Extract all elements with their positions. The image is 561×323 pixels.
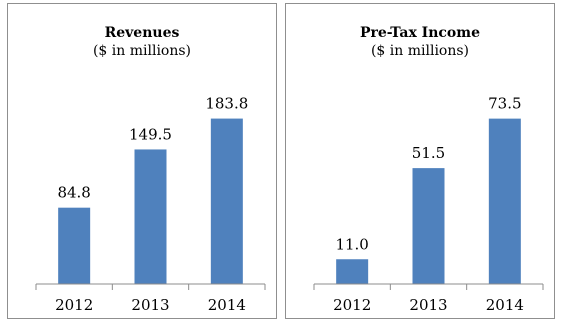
data-label-2014: 73.5 (488, 95, 521, 113)
data-label-2012: 84.8 (57, 184, 90, 202)
bar-2014 (210, 118, 243, 284)
x-tick-label-2014: 2014 (486, 296, 524, 314)
x-tick-label-2013: 2013 (131, 296, 169, 314)
data-label-2014: 183.8 (205, 95, 248, 113)
pretax-income-chart-panel: Pre-Tax Income ($ in millions) 11.0 51.5 7… (285, 3, 555, 319)
bar-2013 (134, 149, 167, 284)
data-label-2013: 51.5 (412, 144, 445, 162)
revenues-chart: Revenues ($ in millions) 84.8149.5183.8 … (35, 25, 266, 314)
chart-title: Revenues (105, 25, 180, 41)
data-label-2012: 11.0 (335, 235, 368, 253)
x-tick-label-2014: 2014 (208, 296, 246, 314)
chart-title: Pre-Tax Income (360, 25, 480, 41)
x-tick-label-2012: 2012 (55, 296, 93, 314)
bar-2013 (412, 168, 445, 284)
bar-2012 (58, 207, 91, 284)
chart-subtitle: ($ in millions) (93, 43, 191, 59)
bar-2012 (336, 259, 369, 284)
revenues-chart-panel: Revenues ($ in millions) 84.8 149.5 183.8 … (7, 3, 277, 319)
pretax-income-chart: Pre-Tax Income ($ in millions) 11.0 51.5 7… (313, 25, 544, 314)
bar-2014 (488, 118, 521, 284)
x-tick-label-2012: 2012 (333, 296, 371, 314)
x-tick-label-2013: 2013 (409, 296, 447, 314)
chart-subtitle: ($ in millions) (371, 43, 469, 59)
data-label-2013: 149.5 (129, 125, 172, 143)
